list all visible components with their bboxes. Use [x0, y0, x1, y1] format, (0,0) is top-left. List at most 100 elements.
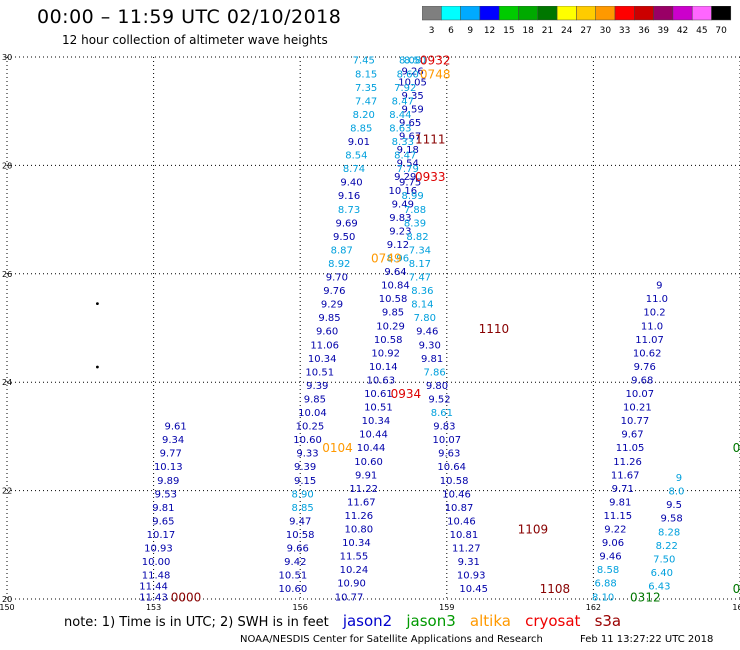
wave-height-label: 10.58	[374, 335, 403, 346]
wave-height-label: 11.07	[635, 335, 664, 346]
wave-height-label: 9.85	[382, 308, 404, 319]
wave-height-label: 10.77	[621, 416, 650, 427]
pass-time-label: 1108	[540, 582, 571, 596]
wave-height-label: 9.12	[387, 240, 409, 251]
wave-height-label: 7.80	[414, 313, 436, 324]
wave-height-label: 8.50	[404, 56, 426, 67]
wave-height-label: 8.90	[292, 489, 314, 500]
color-scale-label: 33	[619, 26, 630, 36]
wave-height-label: 9.29	[394, 172, 416, 183]
wave-height-label: 10.63	[367, 375, 396, 386]
wave-height-label: 10.00	[142, 557, 171, 568]
wave-height-label: 8.44	[389, 110, 411, 121]
color-scale-label: 9	[467, 26, 473, 36]
wave-height-label: 9.34	[162, 435, 184, 446]
x-tick-label: 159	[439, 603, 454, 612]
wave-height-label: 9.54	[397, 159, 419, 170]
wave-height-label: 8.74	[343, 164, 365, 175]
wave-height-label: 10.51	[305, 367, 334, 378]
wave-height-label: 6.88	[594, 579, 616, 590]
wave-height-label: 8.20	[353, 110, 375, 121]
wave-height-label: 9.33	[296, 449, 318, 460]
wave-height-label: 9.91	[355, 470, 377, 481]
wave-height-label: 9.50	[333, 232, 355, 243]
data-dot	[96, 302, 99, 306]
y-tick-label: 28	[2, 161, 12, 170]
wave-height-label: 8.0	[669, 487, 685, 498]
wave-height-label: 9.5	[666, 500, 682, 511]
pass-time-label: 0104	[322, 441, 353, 455]
wave-height-label: 10.17	[147, 530, 176, 541]
wave-height-label: 9.53	[155, 489, 177, 500]
color-scale-label: 39	[658, 26, 670, 36]
data-dot	[96, 365, 99, 369]
wave-height-label: 10.58	[440, 476, 469, 487]
legend-s3a: s3a	[594, 612, 622, 630]
wave-height-label: 11.44	[139, 581, 168, 592]
wave-height-label: 8.96	[387, 254, 409, 265]
wave-height-label: 9.39	[306, 381, 328, 392]
pass-time-label: 0933	[415, 170, 446, 184]
legend-jason2: jason2	[342, 612, 393, 630]
wave-height-label: 9.89	[157, 476, 179, 487]
wave-height-label: 7.35	[355, 83, 377, 94]
wave-height-label: 11.26	[613, 457, 642, 468]
wave-height-label: 7.47	[355, 96, 377, 107]
pass-time-label: 1110	[479, 322, 510, 336]
page-title: 00:00 – 11:59 UTC 02/10/2018	[37, 6, 342, 28]
wave-height-label: 8.36	[411, 286, 433, 297]
wave-height-label: 7.47	[409, 273, 431, 284]
color-scale-label: 21	[542, 26, 553, 36]
wave-height-label: 9.65	[399, 118, 421, 129]
wave-height-label: 7.45	[353, 56, 375, 67]
wave-height-label: 10.21	[623, 403, 652, 414]
page-subtitle: 12 hour collection of altimeter wave hei…	[62, 33, 328, 47]
wave-height-label: 9.77	[160, 449, 182, 460]
wave-height-label: 10.34	[362, 416, 391, 427]
wave-height-label: 10.90	[337, 579, 366, 590]
wave-height-label: 6.43	[648, 581, 670, 592]
wave-height-label: 11.48	[142, 571, 171, 582]
color-scale-label: 3	[429, 26, 435, 36]
wave-height-label: 9.35	[401, 91, 423, 102]
color-scale-label: 6	[448, 26, 454, 36]
wave-height-label: 9.67	[621, 430, 643, 441]
wave-height-label: 9.81	[152, 503, 174, 514]
wave-height-label: 7.92	[394, 83, 416, 94]
wave-height-label: 9.39	[294, 462, 316, 473]
wave-height-label: 11.67	[347, 497, 376, 508]
y-tick-label: 22	[2, 487, 12, 496]
y-tick-label: 26	[2, 270, 12, 279]
y-tick-label: 30	[2, 53, 12, 62]
x-tick-label: 153	[146, 603, 161, 612]
wave-height-label: 8.85	[292, 503, 314, 514]
wave-height-label: 9.64	[384, 267, 406, 278]
wave-height-label: 9.52	[428, 394, 450, 405]
wave-height-label: 8.92	[328, 259, 350, 270]
series-track: 10.60 10.51 9.42 9.66 10.58 9.47 8.85 8.90 9.15 9…	[279, 56, 378, 595]
wave-height-label: 9.26	[401, 67, 423, 78]
pass-time-label: 1109	[518, 523, 549, 537]
wave-height-label: 11.22	[349, 484, 378, 495]
wave-height-label: 9.47	[289, 516, 311, 527]
wave-height-label: 8.39	[404, 218, 426, 229]
wave-height-label: 9.23	[389, 226, 411, 237]
wave-height-label: 10.46	[442, 489, 471, 500]
wave-height-label: 9.61	[164, 422, 186, 433]
wave-height-label: 9.16	[338, 191, 360, 202]
wave-height-label: 8.28	[658, 527, 680, 538]
wave-height-label: 9.85	[318, 313, 340, 324]
series-track: 6.43 6.40 7.50 8.22 8.28 9.58 9.5 8.0 9	[648, 473, 684, 592]
wave-height-label: 9.42	[284, 557, 306, 568]
pass-time-label: 0748	[420, 67, 451, 81]
pass-time-label: 0934	[391, 387, 422, 401]
wave-height-label: 6.40	[651, 568, 673, 579]
wave-height-label: 9.81	[609, 497, 631, 508]
color-scale-label: 70	[715, 26, 727, 36]
color-scale-label: 42	[677, 26, 688, 36]
wave-height-label: 9.76	[323, 286, 345, 297]
wave-height-label: 9	[676, 473, 682, 484]
wave-height-label: 8.47	[392, 96, 414, 107]
wave-height-label: 9.22	[604, 525, 626, 536]
wave-height-label: 10.14	[369, 362, 398, 373]
